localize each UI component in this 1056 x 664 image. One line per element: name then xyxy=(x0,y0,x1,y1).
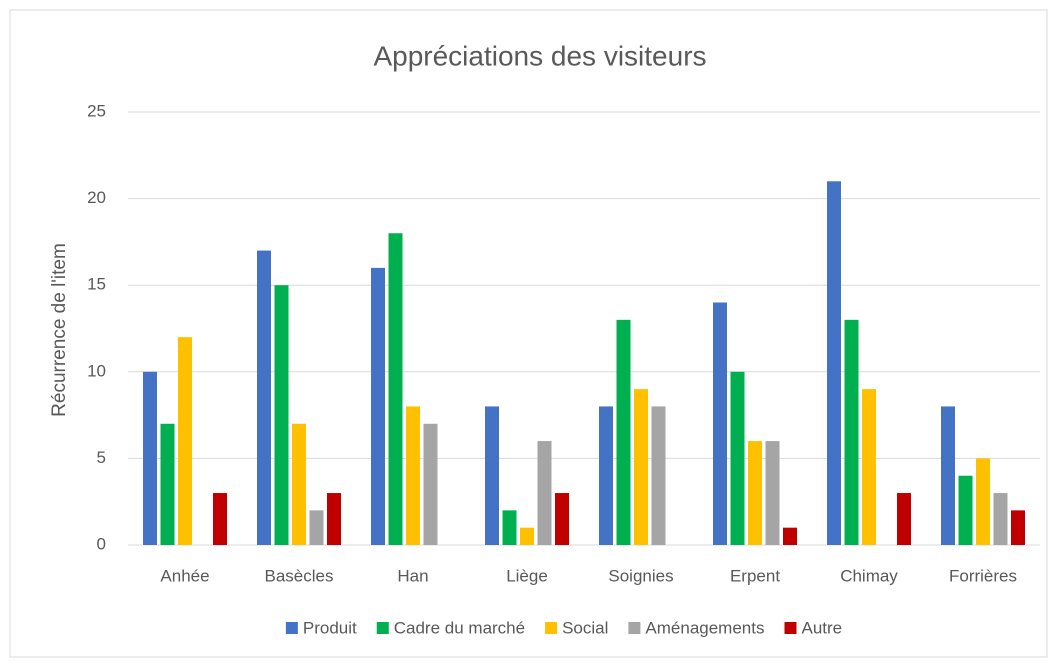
bar xyxy=(178,337,192,545)
bar xyxy=(827,181,841,545)
bar xyxy=(1011,510,1025,545)
x-tick-label: Chimay xyxy=(840,566,898,585)
legend-label: Cadre du marché xyxy=(394,618,525,637)
chart-frame xyxy=(9,9,1048,658)
bar xyxy=(616,319,631,545)
legend-swatch xyxy=(376,622,389,634)
y-tick-label: 0 xyxy=(97,534,106,553)
bar xyxy=(862,389,876,545)
bar xyxy=(713,302,727,545)
chart-title: Appréciations des visiteurs xyxy=(373,40,706,71)
bar xyxy=(651,406,666,545)
bar xyxy=(388,233,403,546)
bar xyxy=(634,389,648,545)
x-tick-label: Basècles xyxy=(265,566,334,585)
bar xyxy=(143,371,157,545)
legend-label: Social xyxy=(562,618,608,637)
bar xyxy=(423,423,438,545)
x-tick-label: Forrières xyxy=(949,566,1017,585)
y-tick-label: 25 xyxy=(87,101,106,120)
legend-swatch xyxy=(628,622,641,634)
bar xyxy=(160,423,175,545)
y-tick-label: 5 xyxy=(97,448,106,467)
bar xyxy=(730,371,745,545)
bar xyxy=(993,493,1008,545)
y-tick-label: 20 xyxy=(87,188,106,207)
bar xyxy=(976,458,990,545)
bar xyxy=(941,406,955,545)
legend-label: Aménagements xyxy=(645,618,764,637)
bar xyxy=(599,406,613,545)
x-tick-label: Han xyxy=(397,566,428,585)
bar xyxy=(897,493,911,545)
bar xyxy=(537,441,552,545)
bar xyxy=(274,285,289,545)
y-axis-title: Récurrence de l'item xyxy=(49,243,70,417)
bar xyxy=(327,493,341,545)
bar xyxy=(371,267,385,545)
y-tick-label: 15 xyxy=(87,275,106,294)
x-tick-label: Erpent xyxy=(730,566,780,585)
bar xyxy=(748,441,762,545)
legend-swatch xyxy=(545,622,558,634)
legend-label: Produit xyxy=(303,618,357,637)
legend-swatch xyxy=(784,622,797,634)
bar xyxy=(213,493,227,545)
bar xyxy=(765,441,780,545)
bar xyxy=(406,406,420,545)
x-tick-label: Soignies xyxy=(608,566,673,585)
bar xyxy=(502,510,517,545)
bar xyxy=(555,493,569,545)
legend-swatch xyxy=(285,622,298,634)
bar xyxy=(257,250,271,545)
y-tick-label: 10 xyxy=(87,361,106,380)
bar xyxy=(520,527,534,545)
bar xyxy=(485,406,499,545)
legend-label: Autre xyxy=(801,618,842,637)
bar xyxy=(783,527,797,545)
x-tick-label: Anhée xyxy=(160,566,209,585)
x-tick-label: Liège xyxy=(506,566,548,585)
bar xyxy=(958,475,973,545)
bar xyxy=(292,423,306,545)
bar xyxy=(309,510,324,545)
bar xyxy=(844,319,859,545)
